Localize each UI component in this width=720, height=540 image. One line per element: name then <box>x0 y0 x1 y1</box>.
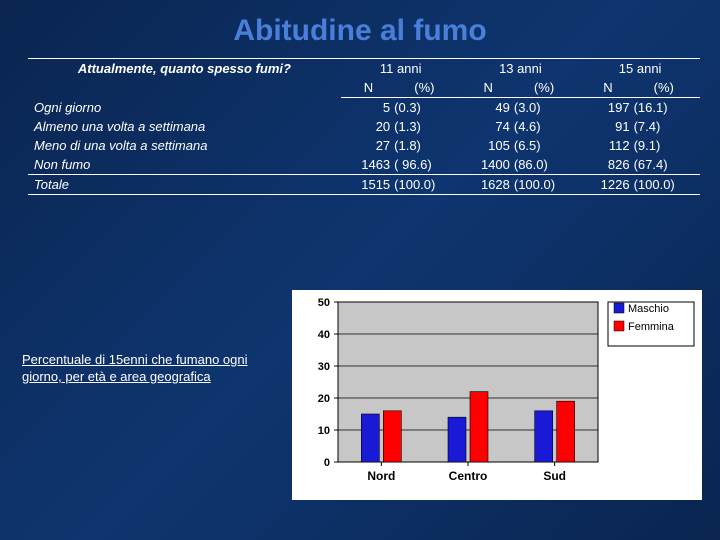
chart-caption: Percentuale di 15enni che fumano ogni gi… <box>22 352 262 386</box>
cell-n: 1628 <box>461 175 512 195</box>
cell-n: 197 <box>580 98 631 118</box>
subheader-n: N <box>461 78 512 98</box>
row-label: Ogni giorno <box>28 98 341 118</box>
cell-pct: (0.3) <box>392 98 460 118</box>
svg-text:40: 40 <box>318 329 330 341</box>
cell-pct: (100.0) <box>632 175 700 195</box>
svg-text:Maschio: Maschio <box>628 303 669 315</box>
svg-text:Sud: Sud <box>543 469 566 483</box>
cell-pct: (16.1) <box>632 98 700 118</box>
cell-pct: (9.1) <box>632 136 700 155</box>
slide-title: Abitudine al fumo <box>0 0 720 58</box>
age-header-0: 11 anni <box>341 59 461 79</box>
subheader-n: N <box>341 78 392 98</box>
cell-n: 105 <box>461 136 512 155</box>
subheader-pct: (%) <box>392 78 460 98</box>
row-label: Totale <box>28 175 341 195</box>
cell-n: 1515 <box>341 175 392 195</box>
cell-pct: (100.0) <box>392 175 460 195</box>
row-label: Non fumo <box>28 155 341 175</box>
cell-n: 826 <box>580 155 631 175</box>
cell-n: 1226 <box>580 175 631 195</box>
svg-text:Nord: Nord <box>367 469 395 483</box>
cell-pct: (7.4) <box>632 117 700 136</box>
svg-text:Femmina: Femmina <box>628 321 675 333</box>
smoking-table: Attualmente, quanto spesso fumi? 11 anni… <box>28 58 700 195</box>
cell-n: 74 <box>461 117 512 136</box>
cell-n: 5 <box>341 98 392 118</box>
cell-pct: (6.5) <box>512 136 580 155</box>
subheader-pct: (%) <box>512 78 580 98</box>
cell-pct: (86.0) <box>512 155 580 175</box>
cell-n: 112 <box>580 136 631 155</box>
cell-pct: (67.4) <box>632 155 700 175</box>
smoking-chart: 0 10 20 30 40 50 Nord Centro Sud Maschio Femmina <box>292 290 702 500</box>
cell-n: 20 <box>341 117 392 136</box>
svg-text:50: 50 <box>318 297 330 309</box>
row-label: Almeno una volta a settimana <box>28 117 341 136</box>
subheader-pct: (%) <box>632 78 700 98</box>
row-label: Meno di una volta a settimana <box>28 136 341 155</box>
cell-n: 1400 <box>461 155 512 175</box>
svg-text:30: 30 <box>318 361 330 373</box>
cell-pct: (4.6) <box>512 117 580 136</box>
cell-n: 49 <box>461 98 512 118</box>
age-header-1: 13 anni <box>461 59 581 79</box>
cell-n: 1463 <box>341 155 392 175</box>
cell-pct: (3.0) <box>512 98 580 118</box>
cell-pct: ( 96.6) <box>392 155 460 175</box>
cell-pct: (100.0) <box>512 175 580 195</box>
svg-text:20: 20 <box>318 393 330 405</box>
subheader-n: N <box>580 78 631 98</box>
cell-pct: (1.3) <box>392 117 460 136</box>
cell-n: 91 <box>580 117 631 136</box>
svg-text:0: 0 <box>324 457 330 469</box>
svg-text:10: 10 <box>318 425 330 437</box>
cell-pct: (1.8) <box>392 136 460 155</box>
age-header-2: 15 anni <box>580 59 700 79</box>
svg-text:Centro: Centro <box>449 469 488 483</box>
cell-n: 27 <box>341 136 392 155</box>
table-question: Attualmente, quanto spesso fumi? <box>28 59 341 98</box>
